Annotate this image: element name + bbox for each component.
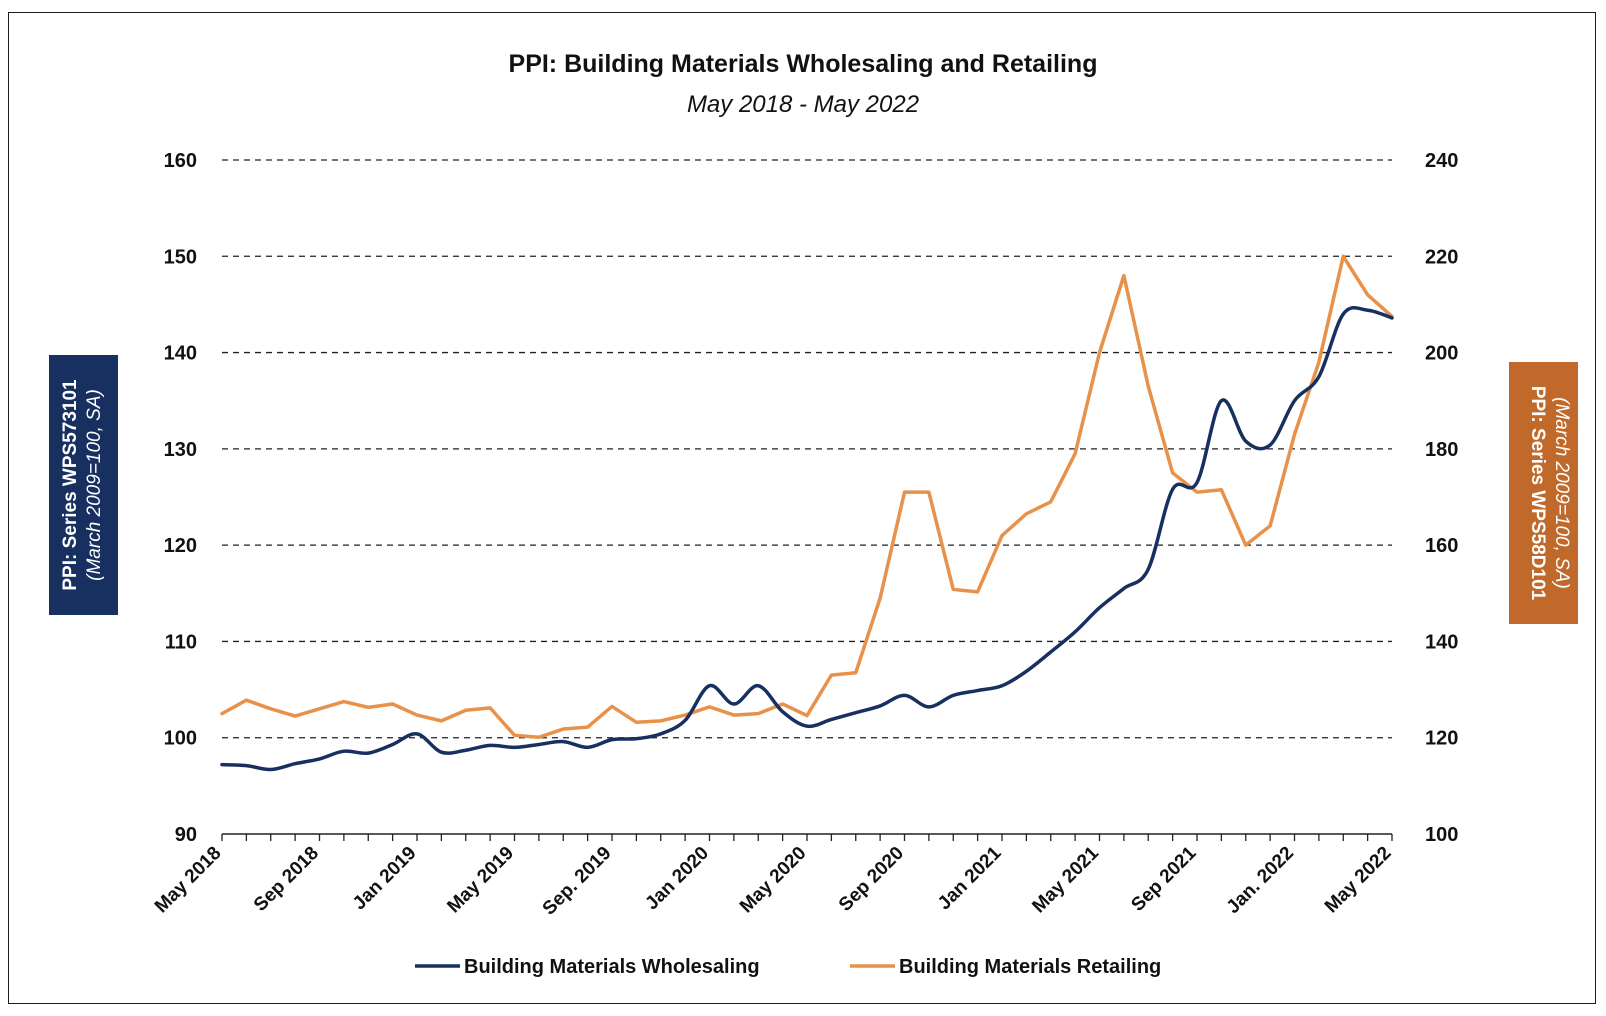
x-tick-label: May 2018 [151,843,226,918]
x-tick-label: May 2022 [1321,843,1396,918]
series-line-retailing [220,254,1394,739]
right-y-axis-ticks: 100 120 140 160 180 200 220 240 [1425,150,1458,846]
chart-subtitle: May 2018 - May 2022 [687,91,919,118]
left-tick-label: 140 [164,343,197,365]
right-tick-label: 100 [1425,824,1458,846]
right-tick-label: 140 [1425,631,1458,653]
x-tick-label: Jan 2019 [349,843,421,915]
left-axis-box-bg [49,355,118,615]
left-tick-label: 110 [165,631,197,653]
x-tick-label: May 2020 [736,843,811,918]
right-tick-label: 180 [1425,439,1458,461]
right-axis-box-bg [1509,362,1578,624]
left-tick-label: 160 [164,150,197,172]
left-tick-label: 130 [164,439,197,461]
x-tick-label: Sep. 2019 [539,843,616,920]
left-tick-label: 90 [175,824,197,846]
left-tick-label: 120 [164,535,197,557]
right-tick-label: 200 [1425,343,1458,365]
right-tick-label: 160 [1425,535,1458,557]
x-tick-label: Sep 2021 [1127,842,1200,915]
chart-title: PPI: Building Materials Wholesaling and … [509,50,1098,78]
right-tick-label: 120 [1425,728,1458,750]
series-line-wholesaling [220,305,1394,772]
x-axis: May 2018 Sep 2018 Jan 2019 May 2019 Sep. 201… [151,833,1396,920]
chart-frame [8,12,1596,1004]
right-tick-label: 220 [1425,246,1458,268]
x-tick-label: May 2021 [1028,842,1103,917]
right-tick-label: 240 [1425,150,1458,172]
x-tick-label: Jan 2020 [641,843,713,915]
legend-label-retailing: Building Materials Retailing [899,956,1161,978]
x-tick-label: May 2019 [443,843,518,918]
right-axis-sublabel: (March 2009=100, SA) [1551,397,1572,589]
left-tick-label: 100 [164,728,197,750]
legend-label-wholesaling: Building Materials Wholesaling [464,956,760,978]
right-axis-label: PPI: Series WPS58D101 [1527,386,1548,601]
grid-lines [222,159,1392,739]
x-tick-label: Jan 2021 [934,842,1006,914]
right-axis-label-box: PPI: Series WPS58D101 (March 2009=100, S… [1509,362,1578,624]
series-lines [220,254,1394,772]
x-tick-label: Sep 2020 [835,843,908,916]
legend: Building Materials Wholesaling Building … [415,956,1161,978]
left-axis-label: PPI: Series WPS573101 [60,379,81,591]
x-tick-label: Jan. 2022 [1223,843,1298,918]
left-axis-sublabel: (March 2009=100, SA) [84,389,105,581]
left-axis-label-box: PPI: Series WPS573101 (March 2009=100, S… [49,355,118,615]
left-tick-label: 150 [164,246,197,268]
left-y-axis-ticks: 90 100 110 120 130 140 150 160 [164,150,197,846]
x-tick-label: Sep 2018 [250,843,323,916]
